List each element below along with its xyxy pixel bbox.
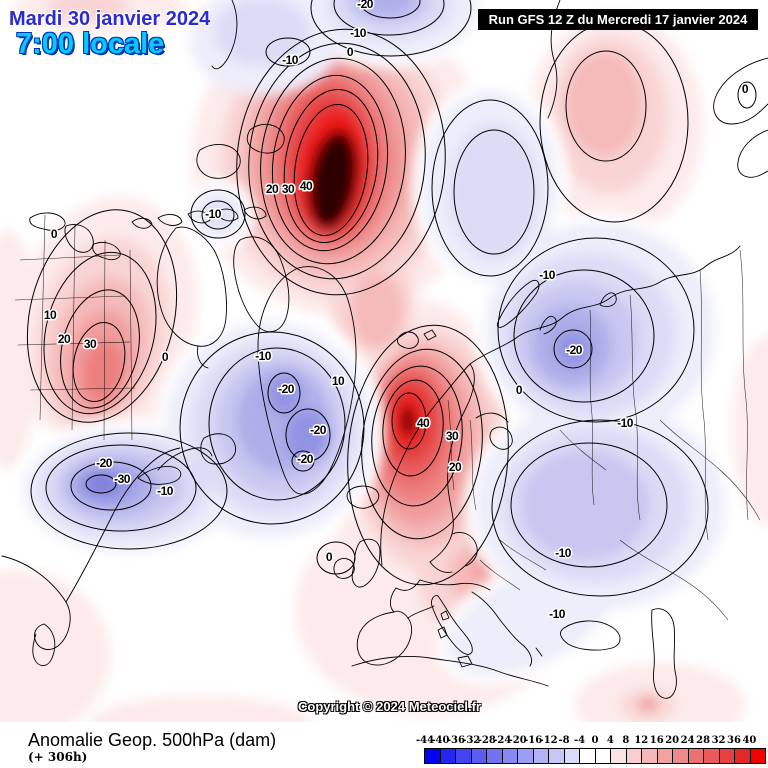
- contour-label: -10: [555, 546, 572, 560]
- contour-label: -20: [278, 382, 295, 396]
- contour-label: -10: [617, 416, 634, 430]
- valid-time-label: 7:00 locale: [16, 28, 165, 60]
- legend-cell: [734, 749, 750, 763]
- legend-cell: [563, 749, 579, 763]
- valid-date-label: Mardi 30 janvier 2024: [9, 8, 211, 30]
- legend-cell: [641, 749, 657, 763]
- contour-label: 20: [266, 182, 279, 196]
- contour-label: -10: [157, 484, 174, 498]
- contour-label: -10: [282, 53, 299, 67]
- contour-label: 0: [162, 350, 169, 364]
- legend-cell: [749, 749, 765, 763]
- legend-cell: [610, 749, 626, 763]
- legend-cell: [455, 749, 471, 763]
- legend-cell: [656, 749, 672, 763]
- contour-label: 10: [332, 374, 345, 388]
- legend-cell: [486, 749, 502, 763]
- contour-label: 20: [449, 460, 462, 474]
- legend-cell: [501, 749, 517, 763]
- contour-label: -20: [96, 456, 113, 470]
- legend-cell: [517, 749, 533, 763]
- contour-label: -20: [297, 452, 314, 466]
- contour-label: 40: [417, 416, 430, 430]
- contour-label: -10: [205, 207, 222, 221]
- legend-cell: [470, 749, 486, 763]
- contour-label: -20: [310, 423, 327, 437]
- contour-label: -30: [114, 472, 131, 486]
- legend-cell: [703, 749, 719, 763]
- legend-cell: [548, 749, 564, 763]
- contour-label: -20: [357, 0, 374, 11]
- border-lines: [14, 214, 761, 621]
- forecast-offset-label: (+ 306h): [28, 750, 88, 764]
- legend-cell: [532, 749, 548, 763]
- legend-cell: [687, 749, 703, 763]
- contour-label: -10: [255, 349, 272, 363]
- contour-label: 0: [516, 383, 523, 397]
- legend-cell: [718, 749, 734, 763]
- legend-cell: [425, 749, 440, 763]
- map-parameter-title: Anomalie Geop. 500hPa (dam): [28, 730, 277, 750]
- coastlines: [1, 0, 768, 699]
- model-run-banner: Run GFS 12 Z du Mercredi 17 janvier 2024: [478, 9, 758, 30]
- contour-label: -20: [566, 343, 583, 357]
- contour-label: 30: [446, 429, 459, 443]
- contour-label: 0: [742, 82, 749, 96]
- contour-label: 20: [58, 332, 71, 346]
- legend-cell: [672, 749, 688, 763]
- legend-cell: [579, 749, 595, 763]
- legend-cell: [625, 749, 641, 763]
- contour-label: 30: [282, 182, 295, 196]
- contour-label: 40: [300, 179, 313, 193]
- contour-label: -10: [350, 26, 367, 40]
- contour-label: 10: [44, 308, 57, 322]
- contour-label: -10: [539, 268, 556, 282]
- contour-label: 30: [84, 337, 97, 351]
- legend-cell: [594, 749, 610, 763]
- legend-cell: [439, 749, 455, 763]
- legend-bar: [424, 748, 766, 764]
- contour-label: 0: [347, 45, 354, 59]
- contour-label: -10: [549, 607, 566, 621]
- contour-label: 0: [51, 227, 58, 241]
- contour-label: 0: [326, 550, 333, 564]
- copyright-label: Copyright © 2024 Meteociel.fr: [298, 699, 481, 714]
